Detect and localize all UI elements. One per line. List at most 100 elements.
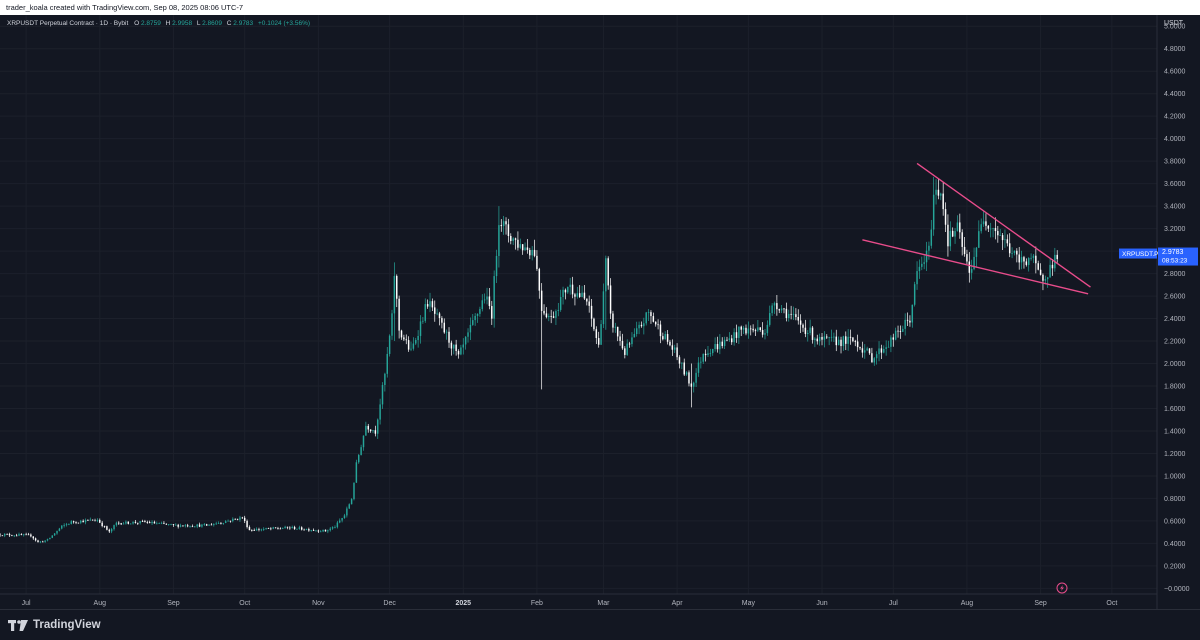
candle-body — [267, 528, 270, 529]
chart-area[interactable]: −0.0000 0.2000 0.4000 0.6000 0.8000 1.0000 1.2… — [0, 15, 1200, 609]
candle-body — [894, 330, 897, 340]
candle-body — [229, 520, 232, 522]
wedge-trendline — [862, 239, 1089, 295]
tradingview-logo[interactable]: TradingView — [8, 619, 101, 631]
candle-body — [564, 289, 567, 293]
candle-body — [434, 307, 436, 314]
price-axis-currency[interactable]: USDT — [1164, 20, 1184, 27]
candle-body — [334, 527, 336, 528]
candle-body — [72, 521, 75, 523]
legend-high-value: 2.9958 — [172, 20, 192, 27]
candle-body — [845, 336, 847, 344]
candle-body — [1035, 255, 1037, 264]
candle-body — [310, 530, 312, 532]
candle-body — [377, 419, 379, 434]
candle-body — [949, 230, 952, 247]
candle-body — [365, 425, 367, 436]
candle-body — [685, 372, 688, 375]
symbol-tag-text: XRPUSDT.P — [1122, 251, 1158, 258]
candle-body — [426, 304, 429, 307]
candle-body — [507, 224, 510, 236]
candle-body — [628, 343, 631, 345]
legend-close-value: 2.9783 — [233, 20, 253, 27]
trendlines[interactable] — [862, 162, 1091, 295]
candle-body — [258, 529, 260, 530]
candle-body — [654, 321, 657, 325]
candle-body — [583, 292, 586, 299]
candle-body — [163, 522, 165, 524]
candle-body — [502, 221, 505, 227]
price-tag-value: 2.9783 — [1162, 249, 1184, 256]
candle-body — [393, 275, 396, 314]
candle-body — [681, 362, 683, 364]
candle-body — [569, 284, 571, 287]
candle-body — [671, 345, 674, 350]
candle-body — [973, 256, 975, 270]
time-tick-label: Jul — [889, 600, 898, 607]
candle-body — [175, 524, 177, 526]
candle-body — [42, 541, 44, 543]
price-tick-label: 4.4000 — [1164, 91, 1186, 98]
candle-body — [248, 527, 251, 531]
legend-change: +0.1024 (+3.56%) — [258, 20, 310, 27]
candle-body — [148, 522, 151, 524]
candle-body — [450, 342, 453, 349]
price-tick-label: 2.4000 — [1164, 316, 1186, 323]
candle-body — [868, 348, 871, 354]
time-axis-labels[interactable]: Jul Aug Sep Oct Nov Dec 2025 Feb Mar Apr May Jun Jul… — [22, 600, 1118, 607]
candle-body — [650, 312, 652, 317]
candle-body — [873, 358, 876, 363]
candle-body — [545, 313, 548, 318]
candle-body — [614, 326, 617, 328]
candle-body — [34, 538, 37, 541]
price-chart[interactable]: −0.0000 0.2000 0.4000 0.6000 0.8000 1.0000 1.2… — [0, 15, 1200, 609]
candle-body — [419, 321, 422, 336]
candle-body — [809, 327, 811, 333]
legend-symbol[interactable]: XRPUSDT Perpetual Contract · 1D · Bybit — [7, 20, 128, 27]
candle-body — [232, 518, 234, 522]
candle-body — [281, 528, 284, 530]
candle-body — [457, 351, 460, 355]
time-tick-label: Feb — [531, 600, 543, 607]
candle-body — [379, 404, 381, 420]
candle-body — [719, 341, 721, 350]
candle-body — [217, 523, 220, 524]
candle-body — [462, 344, 465, 348]
lightning-icon[interactable] — [1056, 582, 1068, 594]
candle-body — [469, 324, 472, 333]
candle-body — [788, 313, 790, 319]
legend-low-label: L — [197, 20, 201, 27]
candle-body — [84, 520, 87, 523]
candle-body — [474, 315, 476, 321]
candle-body — [405, 339, 407, 341]
price-axis-labels[interactable]: −0.0000 0.2000 0.4000 0.6000 0.8000 1.0000 1.2… — [1164, 24, 1190, 593]
candle-body — [923, 262, 925, 264]
candle-body — [690, 383, 693, 387]
candle-body — [735, 332, 738, 338]
candle-body — [438, 313, 441, 319]
candle-body — [647, 312, 650, 313]
time-tick-label: Jun — [816, 600, 827, 607]
price-tick-label: 1.2000 — [1164, 451, 1186, 458]
candle-body — [757, 327, 759, 331]
candle-body — [201, 524, 203, 527]
candle-body — [980, 224, 982, 232]
candle-body — [1046, 277, 1049, 280]
candle-body — [954, 231, 956, 237]
candle-body — [552, 316, 555, 318]
price-tick-label: 1.4000 — [1164, 428, 1186, 435]
candle-body — [740, 326, 742, 330]
candle-body — [384, 373, 386, 385]
candle-body — [324, 529, 327, 532]
candle-body — [567, 286, 569, 293]
candle-body — [129, 523, 132, 525]
candle-body — [963, 246, 966, 255]
candle-body — [999, 235, 1001, 236]
candle-body — [429, 301, 431, 307]
candle-body — [692, 382, 695, 387]
candle-body — [167, 524, 170, 526]
candle-body — [581, 292, 583, 297]
candle-body — [821, 336, 823, 340]
symbol-tag-box — [1119, 248, 1157, 259]
candle-body — [804, 327, 807, 334]
